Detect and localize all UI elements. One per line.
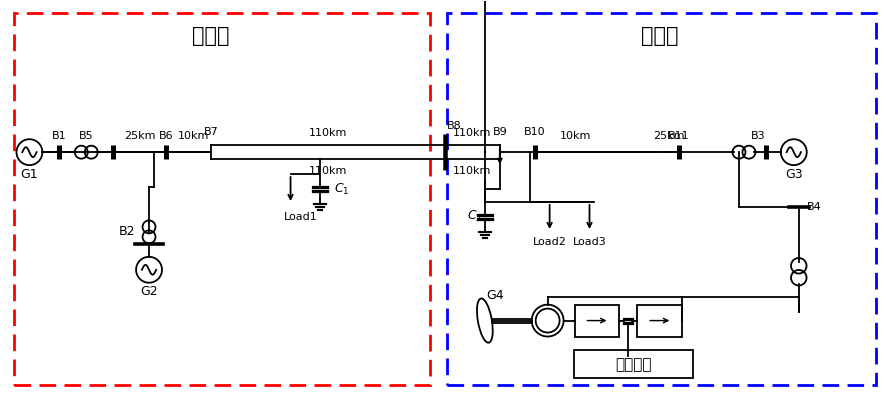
Text: 储能装置: 储能装置: [615, 357, 651, 372]
Text: $C_1$: $C_1$: [334, 182, 350, 196]
Text: B5: B5: [79, 131, 94, 141]
Text: G1: G1: [20, 168, 38, 180]
Text: G4: G4: [486, 289, 503, 302]
Text: 10km: 10km: [177, 131, 209, 141]
Text: B9: B9: [493, 127, 507, 137]
Text: 区域一: 区域一: [192, 26, 230, 46]
Text: B10: B10: [524, 127, 545, 137]
Text: 110km: 110km: [308, 128, 347, 138]
Text: 25km: 25km: [653, 131, 685, 141]
Text: 110km: 110km: [454, 166, 492, 176]
Text: B7: B7: [203, 127, 218, 137]
Text: Load2: Load2: [533, 237, 567, 247]
Bar: [575, 305, 619, 336]
Text: $C_2$: $C_2$: [467, 209, 482, 224]
Text: B6: B6: [159, 131, 173, 141]
Text: 110km: 110km: [308, 166, 347, 176]
Text: 110km: 110km: [454, 128, 492, 138]
Text: B8: B8: [447, 121, 462, 131]
Text: Load3: Load3: [573, 237, 607, 247]
Text: G2: G2: [140, 285, 158, 298]
Text: B2: B2: [119, 225, 135, 238]
Text: B1: B1: [52, 131, 67, 141]
Text: 25km: 25km: [124, 131, 155, 141]
Text: B4: B4: [806, 202, 822, 212]
Text: B11: B11: [668, 131, 690, 141]
Bar: [574, 350, 693, 378]
Text: B3: B3: [750, 131, 765, 141]
Text: 区域二: 区域二: [641, 26, 678, 46]
Text: Load1: Load1: [283, 212, 317, 222]
Bar: [637, 305, 683, 336]
Text: G3: G3: [785, 168, 803, 180]
Text: 10km: 10km: [560, 131, 592, 141]
